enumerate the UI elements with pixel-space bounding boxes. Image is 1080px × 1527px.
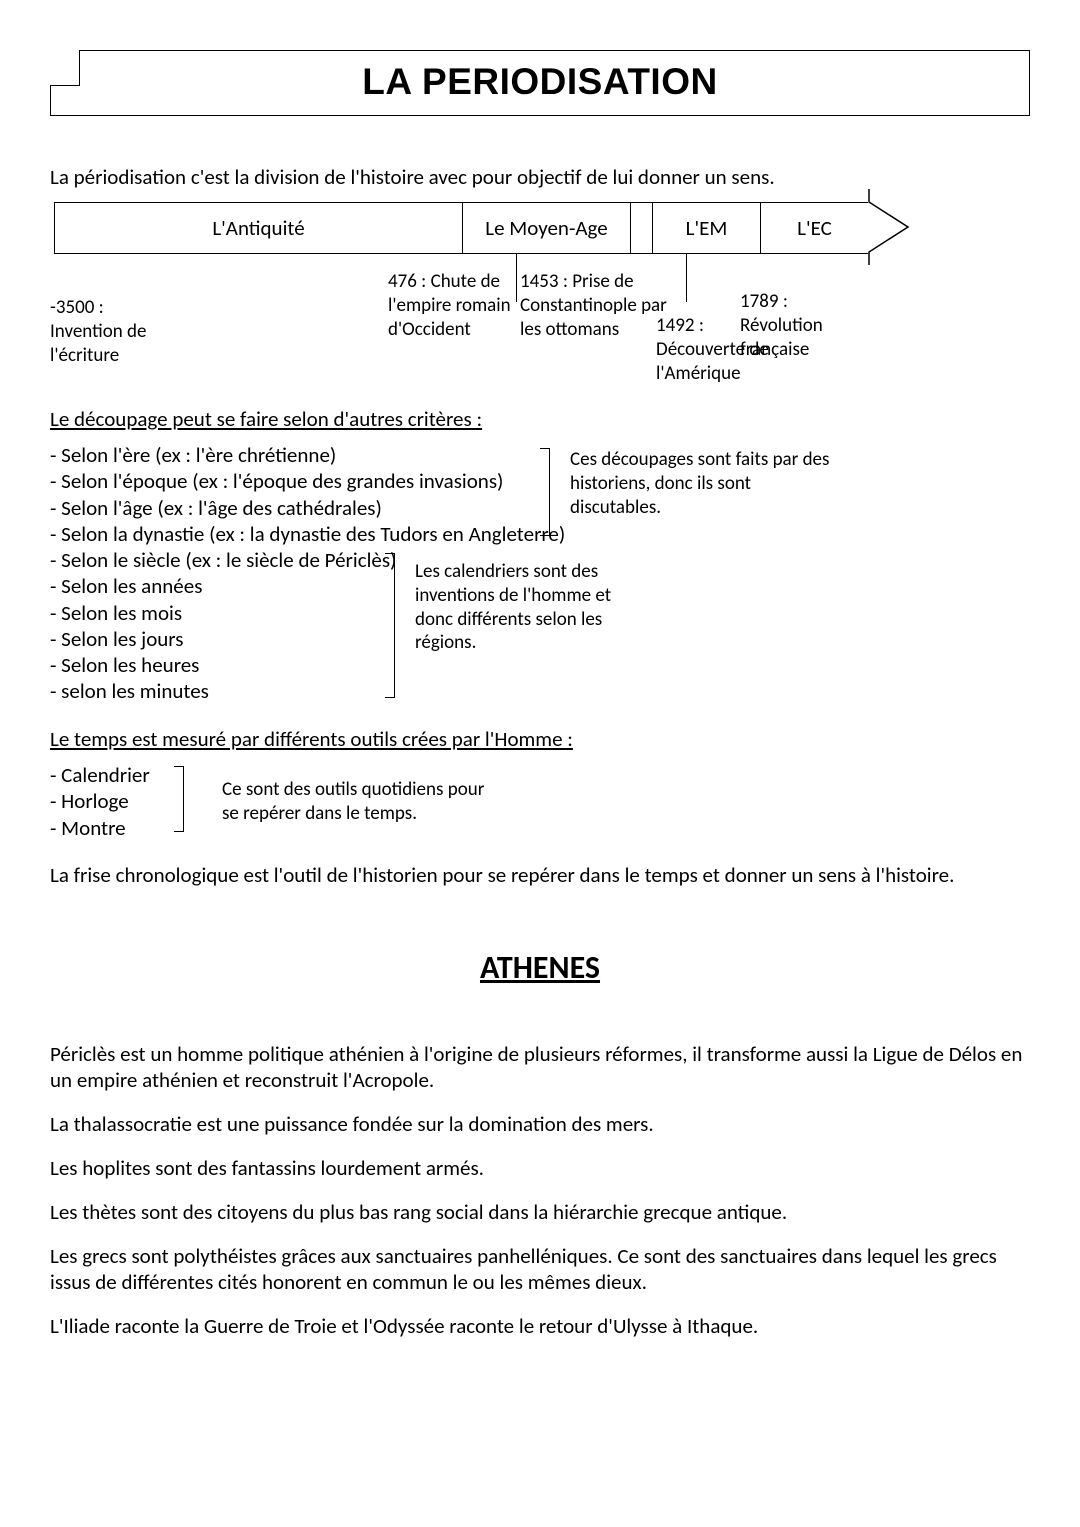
timeline: L'AntiquitéLe Moyen-Age L'EML'EC -3500 :I… (50, 200, 1030, 390)
brace-icon (174, 766, 184, 832)
criteria-note-1: Ces découpages sont faits par des histor… (570, 448, 830, 519)
criteria-block: - Selon l'ère (ex : l'ère chrétienne)- S… (50, 442, 1030, 702)
timeline-divider (686, 254, 687, 302)
tools-block: - Calendrier- Horloge- Montre Ce sont de… (50, 762, 1030, 842)
list-item: - Selon les heures (50, 652, 1030, 678)
athens-paragraphs: Périclès est un homme politique athénien… (50, 1041, 1030, 1339)
timeline-gap (630, 202, 652, 254)
timeline-period-cell: L'Antiquité (54, 202, 462, 254)
paragraph: Les thètes sont des citoyens du plus bas… (50, 1199, 1030, 1225)
list-item: - Calendrier (50, 762, 1030, 788)
criteria-note-2: Les calendriers sont des inventions de l… (415, 560, 615, 655)
paragraph: L'Iliade raconte la Guerre de Troie et l… (50, 1313, 1030, 1339)
timeline-event: 476 : Chute del'empire romaind'Occident (388, 270, 511, 341)
timeline-divider (516, 254, 517, 302)
list-item: - Montre (50, 815, 1030, 841)
frise-paragraph: La frise chronologique est l'outil de l'… (50, 862, 1030, 888)
timeline-event: -3500 :Invention del'écriture (50, 296, 146, 367)
tools-note: Ce sont des outils quotidiens pour se re… (222, 778, 502, 826)
timeline-event: 1789 :Révolutionfrançaise (740, 290, 823, 361)
title-tab (50, 50, 80, 86)
timeline-event: 1453 : Prise deConstantinople parles ott… (520, 270, 667, 341)
brace-icon (540, 448, 550, 536)
tools-heading: Le temps est mesuré par différents outil… (50, 726, 1030, 752)
timeline-period-cell: L'EM (652, 202, 760, 254)
section-heading-athenes: ATHENES (50, 948, 1030, 987)
list-item: - Horloge (50, 788, 1030, 814)
brace-icon (385, 553, 395, 698)
timeline-events: -3500 :Invention del'écriture 476 : Chute… (50, 270, 1030, 390)
paragraph: La thalassocratie est une puissance fond… (50, 1111, 1030, 1137)
timeline-period-cell: L'EC (760, 202, 868, 254)
tools-list: - Calendrier- Horloge- Montre (50, 762, 1030, 841)
timeline-arrow-icon (868, 188, 914, 266)
paragraph: Les grecs sont polythéistes grâces aux s… (50, 1243, 1030, 1295)
timeline-periods-row: L'AntiquitéLe Moyen-Age L'EML'EC (54, 202, 868, 254)
list-item: - selon les minutes (50, 678, 1030, 704)
document-page: LA PERIODISATION La périodisation c'est … (0, 0, 1080, 1407)
timeline-period-cell: Le Moyen-Age (462, 202, 630, 254)
title-box: LA PERIODISATION (50, 50, 1030, 116)
page-title: LA PERIODISATION (362, 61, 717, 102)
paragraph: Périclès est un homme politique athénien… (50, 1041, 1030, 1093)
criteria-heading: Le découpage peut se faire selon d'autre… (50, 406, 1030, 432)
paragraph: Les hoplites sont des fantassins lourdem… (50, 1155, 1030, 1181)
intro-paragraph: La périodisation c'est la division de l'… (50, 164, 1030, 190)
